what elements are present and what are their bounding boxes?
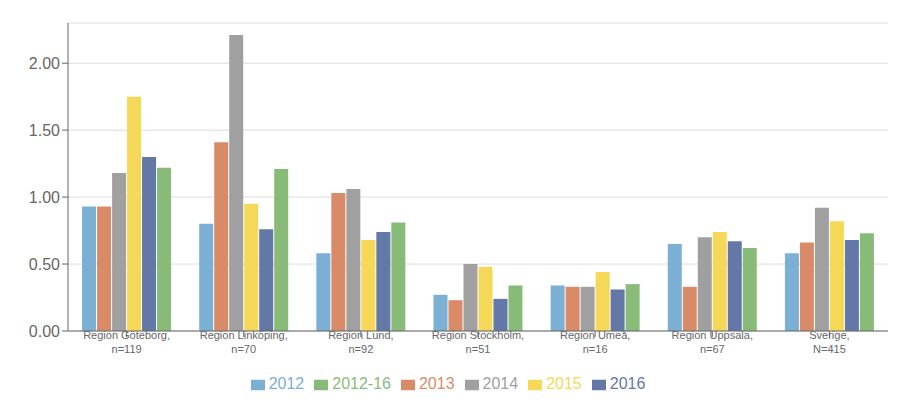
html-text:2012: 2012 — [268, 375, 305, 392]
html-text:2012-16: 2012-16 — [332, 375, 391, 392]
html-text:2014: 2014 — [482, 375, 519, 392]
svg-text:0.00: 0.00 — [29, 323, 60, 340]
svg-text:Region Lund,n=92: Region Lund,n=92 — [328, 329, 393, 355]
svg-text:Region Umeå,n=16: Region Umeå,n=16 — [560, 329, 630, 355]
svg-text:1.50: 1.50 — [29, 122, 60, 139]
svg-text:1.00: 1.00 — [29, 189, 60, 206]
svg-text:Sverige,N=415: Sverige,N=415 — [809, 329, 849, 355]
svg-text:Region Uppsala,n=67: Region Uppsala,n=67 — [672, 329, 753, 355]
html-text:2016: 2016 — [609, 375, 646, 392]
svg-text:0.50: 0.50 — [29, 256, 60, 273]
svg-text:Region Göteborg,n=119: Region Göteborg,n=119 — [83, 329, 170, 355]
svg-text:Region Linköping,n=70: Region Linköping,n=70 — [200, 329, 288, 355]
html-text:2015: 2015 — [546, 375, 582, 392]
svg-text:Region Stockholm,n=51: Region Stockholm,n=51 — [432, 329, 524, 355]
svg-text:2.00: 2.00 — [29, 55, 60, 72]
html-text:2013: 2013 — [419, 375, 455, 392]
